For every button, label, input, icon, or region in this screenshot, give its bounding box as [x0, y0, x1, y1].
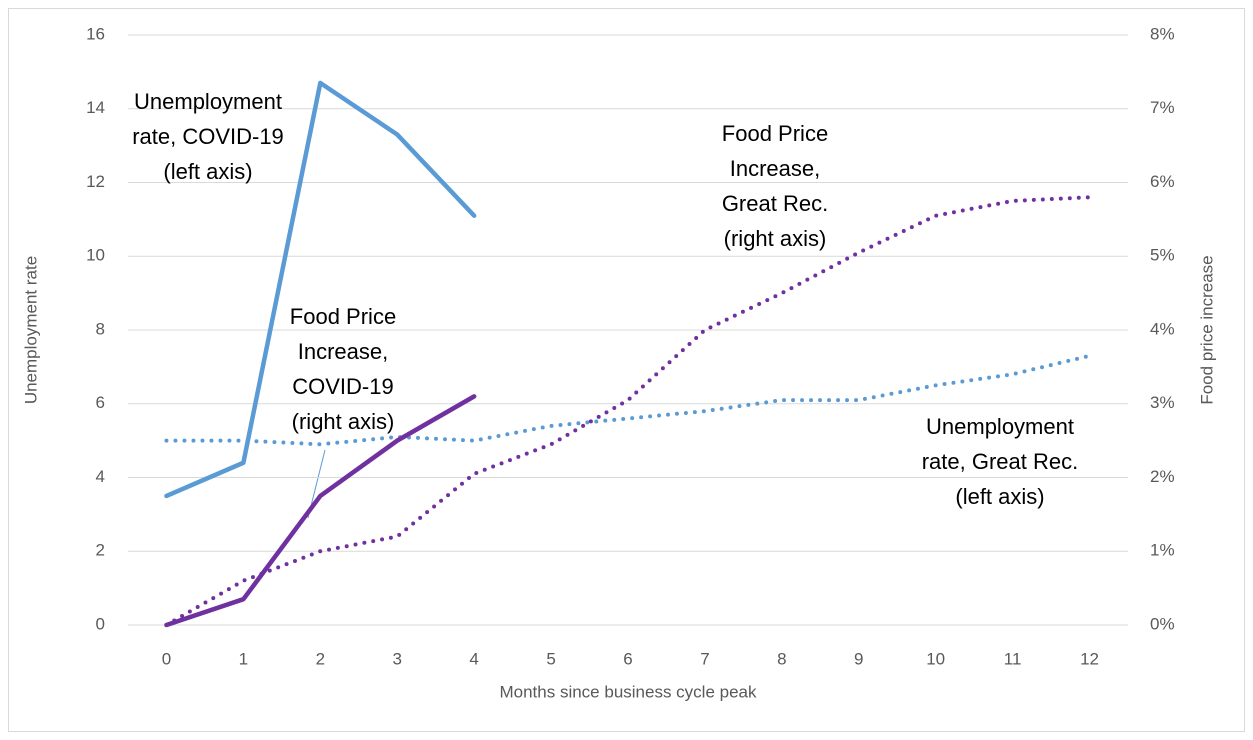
y2-tick-label: 6% [1150, 172, 1175, 191]
annotation: (left axis) [955, 484, 1044, 509]
x-tick-label: 3 [392, 649, 401, 668]
series-line [164, 394, 477, 628]
y2-tick-label: 0% [1150, 614, 1175, 633]
x-tick-label: 2 [316, 649, 325, 668]
x-tick-label: 7 [700, 649, 709, 668]
series-line [164, 195, 1092, 627]
annotation: Increase, [730, 156, 821, 181]
annotation: COVID-19 [292, 374, 393, 399]
y2-axis-title: Food price increase [1197, 255, 1216, 404]
x-tick-label: 9 [854, 649, 863, 668]
annotation: (left axis) [163, 159, 252, 184]
annotation: rate, COVID-19 [132, 124, 284, 149]
annotation: rate, Great Rec. [922, 449, 1079, 474]
chart-frame [8, 8, 1245, 732]
y-tick-label: 10 [86, 246, 105, 265]
x-tick-label: 4 [469, 649, 478, 668]
annotation: Great Rec. [722, 191, 828, 216]
x-tick-label: 12 [1080, 649, 1099, 668]
y-tick-label: 2 [96, 541, 105, 560]
y-tick-label: 16 [86, 24, 105, 43]
x-tick-label: 5 [546, 649, 555, 668]
y-tick-label: 6 [96, 393, 105, 412]
y2-tick-label: 5% [1150, 246, 1175, 265]
series-line [164, 80, 477, 499]
x-tick-label: 8 [777, 649, 786, 668]
y-tick-label: 12 [86, 172, 105, 191]
annotation: Unemployment [926, 414, 1074, 439]
y-tick-label: 14 [86, 98, 105, 117]
annotation: Food Price [290, 304, 396, 329]
x-axis-title: Months since business cycle peak [499, 682, 757, 701]
annotation: (right axis) [292, 409, 395, 434]
y-tick-label: 0 [96, 614, 105, 633]
y-axis-title: Unemployment rate [21, 256, 40, 404]
y2-tick-label: 4% [1150, 319, 1175, 338]
y2-tick-label: 3% [1150, 393, 1175, 412]
x-tick-label: 1 [239, 649, 248, 668]
y-tick-label: 4 [96, 467, 105, 486]
x-tick-label: 6 [623, 649, 632, 668]
x-tick-label: 0 [162, 649, 171, 668]
y2-tick-label: 8% [1150, 24, 1175, 43]
y2-tick-label: 2% [1150, 467, 1175, 486]
y-tick-label: 8 [96, 319, 105, 338]
x-tick-label: 10 [926, 649, 945, 668]
annotation: Unemployment [134, 89, 282, 114]
x-tick-label: 11 [1004, 649, 1022, 668]
y2-tick-label: 1% [1150, 541, 1175, 560]
annotation: Food Price [722, 121, 828, 146]
y2-tick-label: 7% [1150, 98, 1175, 117]
annotation: (right axis) [724, 226, 827, 251]
annotation: Increase, [298, 339, 389, 364]
series-line [164, 353, 1092, 447]
